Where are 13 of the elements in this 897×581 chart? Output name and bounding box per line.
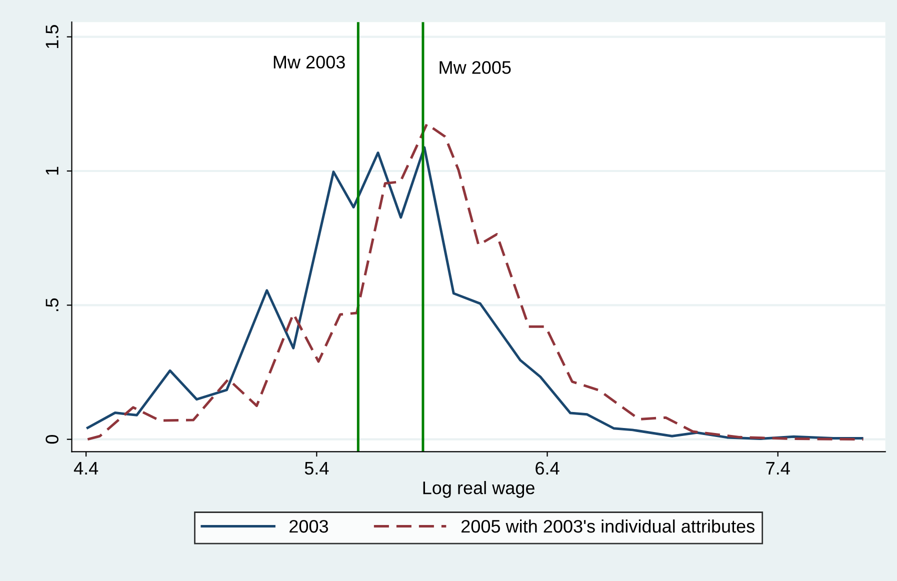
y-tick-label: 0 <box>46 435 58 444</box>
x-tick-label: 4.4 <box>74 462 98 474</box>
x-axis-title: Log real wage <box>423 481 534 498</box>
x-tick-label: 6.4 <box>536 462 560 475</box>
legend-label: 2003 <box>290 520 328 533</box>
y-tick-label: .5 <box>46 298 58 312</box>
y-tick-label: 1 <box>46 166 58 175</box>
ref-line-label: Mw 2003 <box>274 56 345 69</box>
x-tick-label: 7.4 <box>766 462 790 474</box>
y-tick-label: 1.5 <box>46 25 58 48</box>
ref-line-label: Mw 2005 <box>440 61 511 74</box>
x-tick-label: 5.4 <box>304 462 329 475</box>
legend-label: 2005 with 2003's individual attributes <box>462 519 754 533</box>
